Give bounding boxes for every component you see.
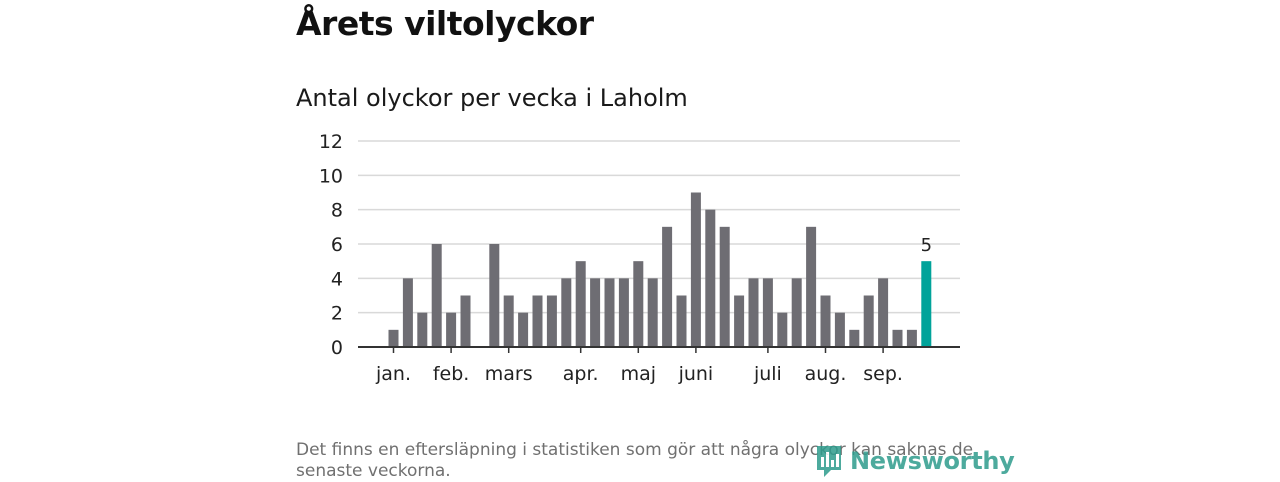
bar — [834, 312, 845, 347]
x-tick-label: apr. — [563, 363, 599, 385]
bar — [676, 295, 687, 347]
bar — [561, 278, 572, 347]
bar — [402, 278, 413, 347]
bar — [748, 278, 759, 347]
bar — [906, 329, 917, 347]
bar — [618, 278, 629, 347]
bar — [460, 295, 471, 347]
logo-text: Newsworthy — [850, 447, 1015, 475]
bar — [820, 295, 831, 347]
y-tick-label: 4 — [331, 268, 343, 290]
bar — [863, 295, 874, 347]
bar — [388, 329, 399, 347]
x-tick-label: aug. — [805, 363, 847, 385]
bar — [662, 226, 673, 347]
y-tick-label: 8 — [331, 200, 343, 222]
bar — [777, 312, 788, 347]
bar — [633, 261, 644, 347]
x-tick-label: juni — [678, 363, 714, 385]
x-tick-label: jan. — [375, 363, 411, 385]
bar — [719, 226, 730, 347]
bar — [489, 244, 500, 347]
newsworthy-bar-icon — [817, 446, 841, 477]
x-tick-label: maj — [621, 363, 656, 385]
bar-chart: 0 2 4 6 8 10 12 jan. feb. mars apr. maj juni juli aug.… — [319, 131, 960, 385]
bar — [791, 278, 802, 347]
bar — [590, 278, 601, 347]
bar — [647, 278, 658, 347]
bar — [431, 244, 442, 347]
bar — [762, 278, 773, 347]
bar — [705, 209, 716, 347]
page-title: Årets viltolyckor — [296, 4, 594, 43]
bar — [417, 312, 428, 347]
bar — [518, 312, 529, 347]
bar — [849, 329, 860, 347]
x-tick-label: sep. — [863, 363, 903, 385]
footnote: Det finns en eftersläpning i statistiken… — [296, 440, 974, 481]
bar — [892, 329, 903, 347]
bar — [532, 295, 543, 347]
bar — [806, 226, 817, 347]
bar — [446, 312, 457, 347]
x-tick-label: juli — [753, 363, 782, 385]
y-tick-label: 0 — [331, 337, 343, 359]
newsworthy-logo: Newsworthy — [814, 443, 1015, 479]
y-tick-label: 2 — [331, 303, 343, 325]
bar — [546, 295, 557, 347]
bar — [604, 278, 615, 347]
bar — [734, 295, 745, 347]
y-tick-label: 12 — [319, 131, 343, 153]
y-tick-label: 6 — [331, 234, 343, 256]
bar — [690, 192, 701, 347]
bar-highlight — [921, 261, 932, 347]
data-label: 5 — [921, 235, 932, 256]
x-tick-label: feb. — [433, 363, 469, 385]
x-tick-label: mars — [485, 363, 533, 385]
y-tick-label: 10 — [319, 165, 343, 187]
bar — [503, 295, 514, 347]
bar — [878, 278, 889, 347]
chart-subtitle: Antal olyckor per vecka i Laholm — [296, 84, 688, 112]
bar — [575, 261, 586, 347]
